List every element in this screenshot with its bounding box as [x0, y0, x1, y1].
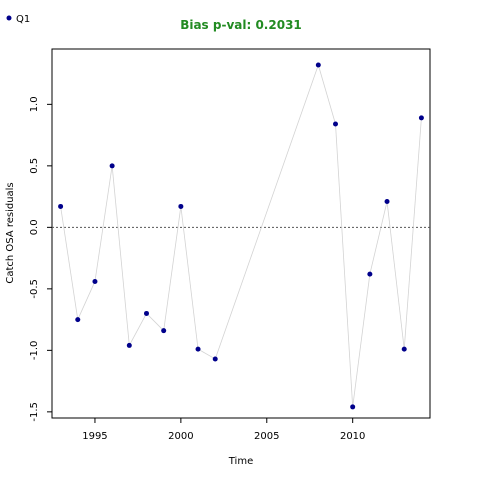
data-point	[178, 203, 184, 209]
y-axis: -1.5 -1.0 -0.5 0.0 0.5 1.0	[29, 96, 52, 422]
series-line-segment	[60, 206, 79, 320]
data-point	[315, 62, 321, 68]
series-line-segment	[352, 274, 371, 407]
y-tick-label: 1.0	[29, 96, 40, 112]
series-line-segment	[197, 348, 216, 360]
series-line-segment	[369, 201, 388, 275]
x-tick-label: 2005	[254, 431, 279, 442]
data-point	[384, 199, 390, 205]
data-point	[212, 356, 218, 362]
data-point	[161, 328, 167, 334]
y-axis-title: Catch OSA residuals	[5, 182, 16, 283]
data-point	[92, 278, 98, 284]
series-lines	[60, 64, 422, 407]
data-point	[144, 310, 149, 316]
legend-marker	[6, 15, 12, 21]
data-point	[367, 271, 373, 277]
data-point	[350, 404, 356, 410]
series-line-segment	[214, 64, 319, 360]
series-line-segment	[128, 313, 147, 346]
series-line-segment	[146, 313, 164, 331]
y-tick-label: -1.5	[29, 402, 40, 422]
series-line-segment	[335, 124, 354, 407]
y-tick-label: 0.5	[29, 158, 40, 174]
y-tick-label: -1.0	[29, 341, 40, 361]
legend-label: Q1	[16, 14, 30, 25]
x-axis-title: Time	[228, 456, 253, 467]
data-point	[195, 346, 201, 352]
series-line-segment	[111, 165, 130, 346]
data-point	[126, 342, 132, 348]
x-tick-label: 2000	[168, 431, 193, 442]
data-point	[75, 317, 81, 323]
series-line-segment	[403, 117, 422, 350]
data-point	[418, 115, 424, 121]
x-tick-label: 2010	[340, 431, 365, 442]
chart-title: Bias p-val: 0.2031	[180, 18, 302, 32]
data-point	[401, 346, 407, 352]
series-line-segment	[163, 206, 182, 331]
x-tick-label: 1995	[82, 431, 107, 442]
legend: Q1	[6, 14, 30, 25]
data-point	[109, 163, 115, 169]
x-axis: 1995 2000 2005 2010	[82, 418, 365, 442]
series-line-segment	[94, 165, 113, 282]
series-line-segment	[386, 201, 405, 350]
series-line-segment	[317, 64, 336, 125]
data-points	[58, 62, 424, 410]
y-tick-label: 0.0	[29, 219, 40, 235]
plot-frame	[51, 48, 431, 419]
series-line-segment	[77, 281, 96, 320]
series-line-segment	[180, 206, 199, 350]
data-point	[58, 203, 64, 209]
y-tick-label: -0.5	[29, 279, 40, 299]
data-point	[333, 121, 338, 127]
